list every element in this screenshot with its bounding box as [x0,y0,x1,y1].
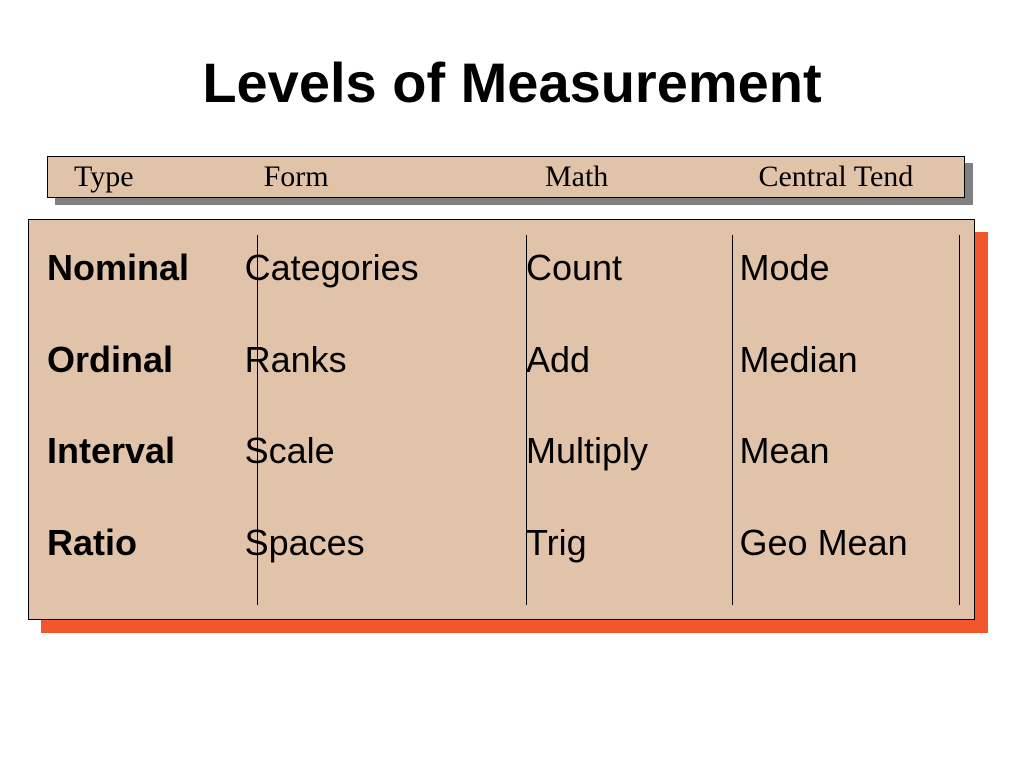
header-col-central: Central Tend [758,160,964,194]
cell-central: Mean [740,431,975,471]
cell-math: Multiply [526,431,740,471]
table-row: Ratio Spaces Trig Geo Mean [29,523,974,563]
page-title: Levels of Measurement [0,50,1024,115]
header-col-form: Form [264,160,545,194]
table-row: Nominal Categories Count Mode [29,248,974,288]
cell-type: Ratio [29,523,245,563]
slide: Levels of Measurement Type Form Math Cen… [0,0,1024,768]
header-bar: Type Form Math Central Tend [47,156,965,198]
cell-math: Count [526,248,740,288]
cell-type: Interval [29,431,245,471]
cell-central: Mode [740,248,975,288]
table-row: Interval Scale Multiply Mean [29,431,974,471]
cell-central: Median [740,340,975,380]
cell-type: Nominal [29,248,245,288]
cell-math: Trig [526,523,740,563]
table-divider [959,235,960,605]
header-row: Type Form Math Central Tend [48,157,964,197]
cell-form: Categories [245,248,526,288]
cell-central: Geo Mean [740,523,975,563]
table-divider [526,235,527,605]
header-col-type: Type [48,160,264,194]
cell-form: Ranks [245,340,526,380]
table-row: Ordinal Ranks Add Median [29,340,974,380]
table-divider [257,235,258,605]
table-divider [732,235,733,605]
header-col-math: Math [545,160,759,194]
cell-math: Add [526,340,740,380]
table: Nominal Categories Count Mode Ordinal Ra… [28,219,975,620]
cell-form: Scale [245,431,526,471]
cell-form: Spaces [245,523,526,563]
cell-type: Ordinal [29,340,245,380]
